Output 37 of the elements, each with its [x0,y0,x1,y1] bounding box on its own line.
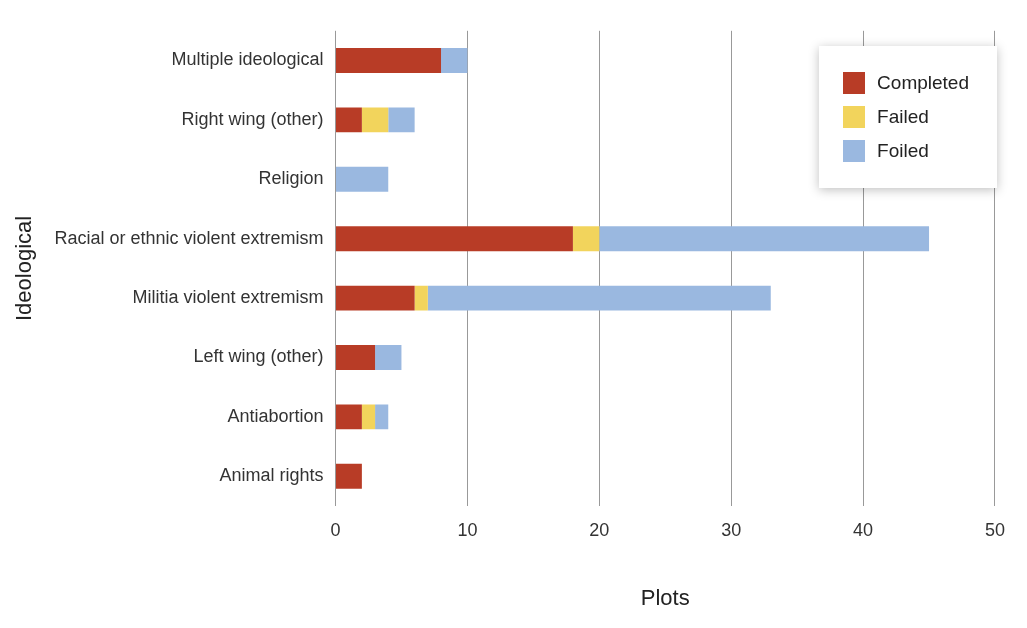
y-tick-label: Racial or ethnic violent extremism [54,227,324,248]
bar [388,107,415,133]
bar [336,345,376,370]
bar [599,226,930,252]
bar [441,48,468,73]
legend-label: Foiled [877,140,929,162]
bar [375,345,402,370]
legend-label: Failed [877,106,929,128]
y-tick-label: Animal rights [219,465,324,486]
x-tick-label: 0 [330,519,341,540]
legend-label: Completed [877,72,969,94]
bar [336,404,362,430]
y-axis-title: Ideological [11,215,37,321]
y-tick-label: Multiple ideological [171,49,324,70]
bar [336,285,415,311]
bar [361,107,389,133]
bar [336,107,362,133]
x-axis-title: Plots [640,584,690,610]
bar [361,404,376,430]
bar [336,166,389,192]
y-tick-label: Left wing (other) [193,346,324,367]
y-tick-label: Right wing (other) [181,108,324,129]
bar [375,404,389,430]
bar [414,285,428,311]
x-tick-label: 10 [457,519,478,540]
y-tick-label: Religion [258,168,324,189]
bar [427,285,771,311]
y-tick-label: Antiabortion [227,405,324,426]
x-tick-label: 50 [984,519,1005,540]
bar [336,463,362,489]
x-tick-label: 30 [721,519,742,540]
x-tick-label: 20 [589,519,610,540]
bar [336,226,573,252]
y-tick-label: Militia violent extremism [132,287,324,308]
x-tick-label: 40 [853,519,874,540]
bar [336,48,442,73]
bar [572,226,600,252]
